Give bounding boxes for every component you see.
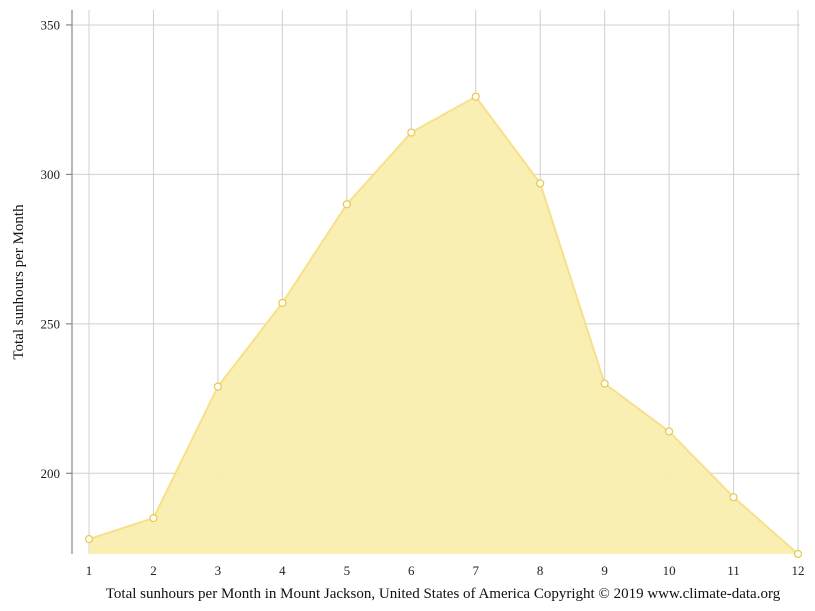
y-tick-label: 200 [41, 466, 61, 481]
x-tick-label: 1 [86, 563, 93, 578]
x-tick-label: 4 [279, 563, 286, 578]
data-point-month-10[interactable] [664, 427, 674, 436]
y-tick-label: 300 [41, 167, 61, 182]
x-tick-label: 5 [344, 563, 351, 578]
data-point-month-8[interactable] [536, 179, 545, 188]
sunhours-line [88, 95, 799, 555]
y-tick-label: 350 [41, 17, 61, 32]
data-point-month-9[interactable] [600, 379, 609, 388]
x-tick-label: 3 [215, 563, 222, 578]
data-point-month-7[interactable] [471, 92, 480, 101]
x-axis-title: Total sunhours per Month in Mount Jackso… [106, 586, 781, 602]
x-tick-label: 6 [408, 563, 415, 578]
y-tick-label: 250 [41, 316, 61, 331]
markers-layer [84, 92, 803, 559]
x-tick-label: 8 [537, 563, 544, 578]
data-point-month-2[interactable] [149, 514, 158, 523]
x-tick-labels: 1 2 3 4 5 6 7 8 9 10 11 12 [86, 563, 805, 578]
x-tick-label: 12 [792, 563, 805, 578]
x-tick-label: 7 [472, 563, 479, 578]
data-point-month-12[interactable] [793, 549, 803, 559]
data-point-month-3[interactable] [213, 382, 223, 391]
x-tick-label: 9 [601, 563, 608, 578]
data-point-month-1[interactable] [84, 534, 94, 544]
axes-layer [66, 10, 73, 554]
data-point-month-5[interactable] [342, 200, 351, 209]
y-axis-title: Total sunhours per Month [11, 204, 27, 360]
y-tick-labels: 200 250 300 350 [41, 17, 61, 480]
data-point-month-6[interactable] [407, 128, 416, 137]
data-point-month-11[interactable] [729, 493, 738, 502]
x-tick-label: 11 [727, 563, 740, 578]
x-tick-label: 2 [150, 563, 157, 578]
x-tick-label: 10 [663, 563, 676, 578]
data-point-month-4[interactable] [278, 298, 287, 308]
sunhours-area [89, 96, 798, 554]
area-layer [88, 95, 799, 555]
